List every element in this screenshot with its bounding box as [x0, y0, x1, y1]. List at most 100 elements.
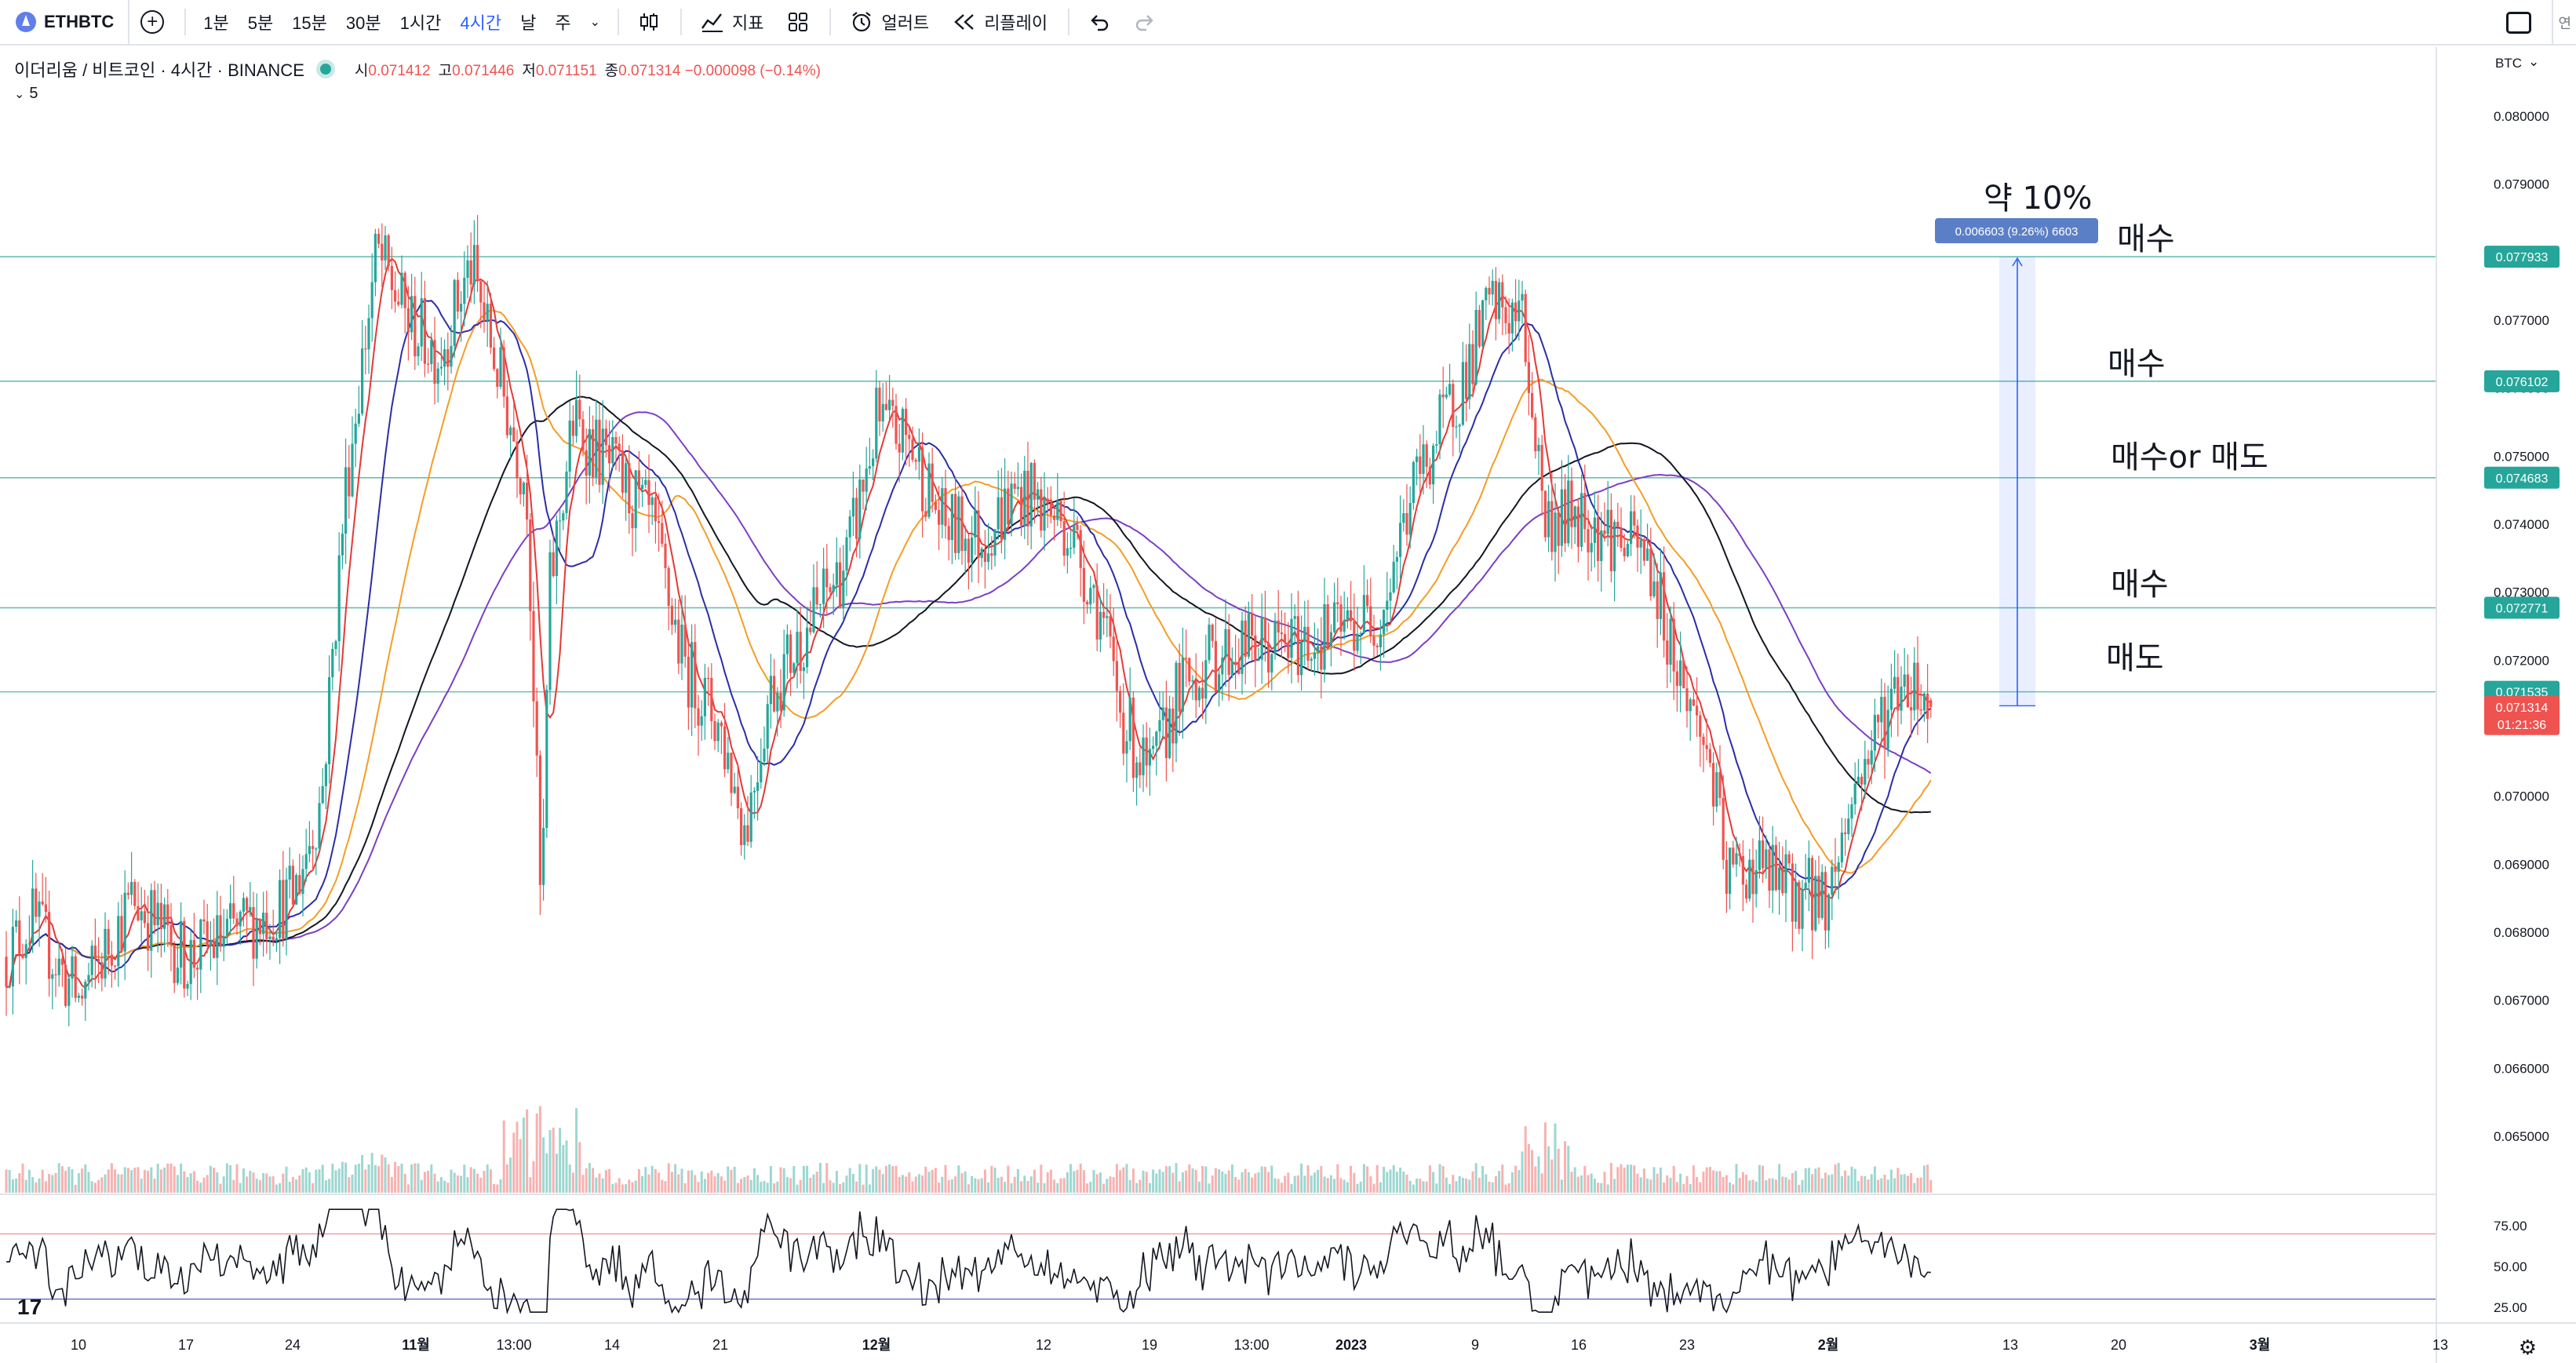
legend-change: −0.000098 (−0.14%) [684, 62, 821, 79]
interval-30m[interactable]: 30분 [345, 13, 381, 33]
candle-body [176, 968, 179, 983]
candle-body [1419, 456, 1422, 475]
volume-bar [1636, 1173, 1639, 1193]
measure-tool[interactable]: 0.006603 (9.26%) 6603 [1935, 218, 2098, 707]
candle-body [1754, 869, 1758, 895]
volume-bar [1204, 1166, 1208, 1193]
time-axis[interactable]: 10 17 24 11월 13:00 14 21 12월 12 19 13:00 2023 9 16 23 2… [0, 1322, 2576, 1353]
volume-bar [548, 1130, 552, 1193]
gear-icon[interactable]: ⚙ [2518, 1336, 2537, 1359]
volume-bar [1870, 1174, 1873, 1193]
volume-bar [865, 1164, 868, 1193]
volume-bar [641, 1175, 644, 1193]
volume-bar [1557, 1148, 1560, 1193]
volume-bar [1860, 1175, 1864, 1193]
trade-annotation-0[interactable]: 매수 [2117, 221, 2175, 257]
candle-body [97, 959, 100, 963]
indicators-button[interactable]: 지표 [690, 0, 776, 45]
volume-bar [683, 1183, 687, 1193]
candle-body [1906, 674, 1909, 708]
approx-percent-label[interactable]: 약 10% [1984, 180, 2092, 217]
alert-button[interactable]: 얼러트 [839, 0, 942, 45]
volume-bar [997, 1177, 1000, 1193]
volume-bar [1929, 1179, 1933, 1193]
candle-body [472, 245, 475, 285]
candle-body [548, 552, 552, 691]
price-axis-currency[interactable]: BTC [2495, 56, 2522, 71]
volume-bar [545, 1153, 548, 1193]
volume-bar [730, 1170, 733, 1193]
compare-symbol-button[interactable]: + [129, 0, 177, 45]
candle-body [565, 472, 568, 513]
candle-body [581, 419, 585, 450]
volume-bar [1356, 1183, 1359, 1193]
time-tick: 20 [2111, 1337, 2126, 1353]
candle-body [1762, 840, 1765, 869]
indicators-toggle[interactable]: ⌄ 5 [14, 85, 38, 103]
symbol-search[interactable]: ETHBTC [0, 0, 130, 45]
interval-1h[interactable]: 1시간 [399, 13, 442, 33]
trade-annotation-3[interactable]: 매수 [2111, 567, 2169, 603]
volume-bar [1623, 1168, 1626, 1193]
toolbar-divider [184, 9, 187, 35]
volume-bar [1768, 1178, 1771, 1193]
chevron-down-icon[interactable]: ⌄ [2528, 54, 2539, 69]
volume-bar [839, 1183, 842, 1193]
redo-button[interactable] [1123, 0, 1168, 45]
trade-annotation-2[interactable]: 매수or 매도 [2111, 439, 2268, 476]
volume-bar [5, 1169, 8, 1193]
volume-bar [235, 1164, 239, 1193]
trade-annotation-1[interactable]: 매수 [2108, 346, 2166, 382]
candle-body [1303, 626, 1306, 642]
candle-body [143, 911, 146, 924]
volume-bar [44, 1181, 47, 1193]
candle-body [1481, 300, 1485, 347]
candle-body [1900, 687, 1903, 711]
price-axis[interactable]: BTC⌄0.0800000.0790000.0780000.0770000.07… [2436, 47, 2560, 1363]
volume-bar [1148, 1183, 1151, 1193]
candle-body [1745, 884, 1748, 899]
volume-bar [486, 1164, 489, 1193]
candle-body [150, 890, 153, 951]
replay-button[interactable]: 리플레이 [942, 0, 1060, 45]
interval-dropdown[interactable]: ⌄ [581, 0, 610, 45]
candle-body [414, 296, 417, 357]
interval-4h[interactable]: 4시간 [460, 13, 502, 33]
candle-body [1191, 680, 1194, 682]
fullscreen-icon[interactable] [2506, 12, 2532, 34]
candle-body [1158, 720, 1161, 732]
chart-type-button[interactable] [627, 0, 672, 45]
interval-1m[interactable]: 1분 [203, 13, 229, 33]
interval-day[interactable]: 날 [520, 13, 537, 33]
volume-bar [1576, 1176, 1579, 1193]
volume-bar [1419, 1179, 1422, 1193]
candle-body [206, 921, 209, 946]
volume-bar [1016, 1168, 1019, 1193]
trade-annotation-4[interactable]: 매도 [2106, 640, 2164, 676]
volume-bar [1474, 1163, 1477, 1193]
candle-body [634, 470, 637, 529]
candle-body [1059, 501, 1062, 522]
candle-body [1465, 362, 1468, 399]
volume-bar [938, 1183, 941, 1193]
volume-bar [1919, 1177, 1922, 1193]
candle-body [1026, 470, 1029, 527]
tradingview-logo-icon[interactable]: 17 [17, 1295, 42, 1319]
volume-bar [1606, 1184, 1609, 1193]
interval-week[interactable]: 주 [555, 13, 571, 33]
volume-bar [1408, 1180, 1412, 1193]
candle-body [1112, 636, 1115, 661]
volume-bar [1445, 1177, 1448, 1193]
interval-15m[interactable]: 15분 [292, 13, 327, 33]
candle-body [483, 302, 486, 321]
undo-button[interactable] [1077, 0, 1123, 45]
candle-body [509, 427, 512, 436]
volume-bar [130, 1170, 133, 1193]
candle-body [1037, 489, 1040, 500]
layout-templates-button[interactable] [776, 0, 822, 45]
interval-5m[interactable]: 5분 [247, 13, 274, 33]
candle-body [1197, 687, 1201, 701]
volume-bar [1692, 1165, 1695, 1193]
